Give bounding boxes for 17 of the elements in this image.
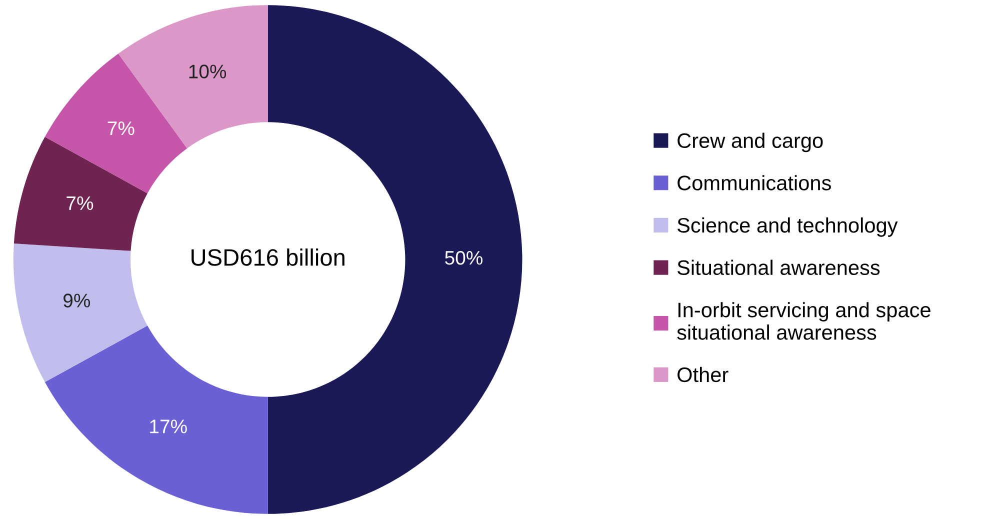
- legend-label: In-orbit servicing and space situational awareness: [677, 302, 930, 340]
- legend-label: Science and technology: [677, 217, 898, 237]
- donut-slice: [44, 326, 268, 514]
- text: USD616 billion: [192, 248, 344, 266]
- donut-slice: [14, 136, 148, 251]
- data-label: 7%: [66, 196, 94, 210]
- donut-slice: [13, 244, 148, 382]
- donut-slice: [44, 54, 188, 194]
- data-label: 50%: [445, 250, 483, 265]
- legend-label: Situational awareness: [677, 260, 880, 276]
- data-label: 7%: [108, 121, 134, 136]
- data-label: 9%: [64, 294, 90, 308]
- legend-label: Other: [678, 366, 728, 382]
- legend-label: Crew and cargo: [678, 132, 823, 152]
- legend-label: Communications: [678, 175, 831, 190]
- data-label: 10%: [189, 64, 226, 78]
- data-label: 17%: [150, 420, 187, 434]
